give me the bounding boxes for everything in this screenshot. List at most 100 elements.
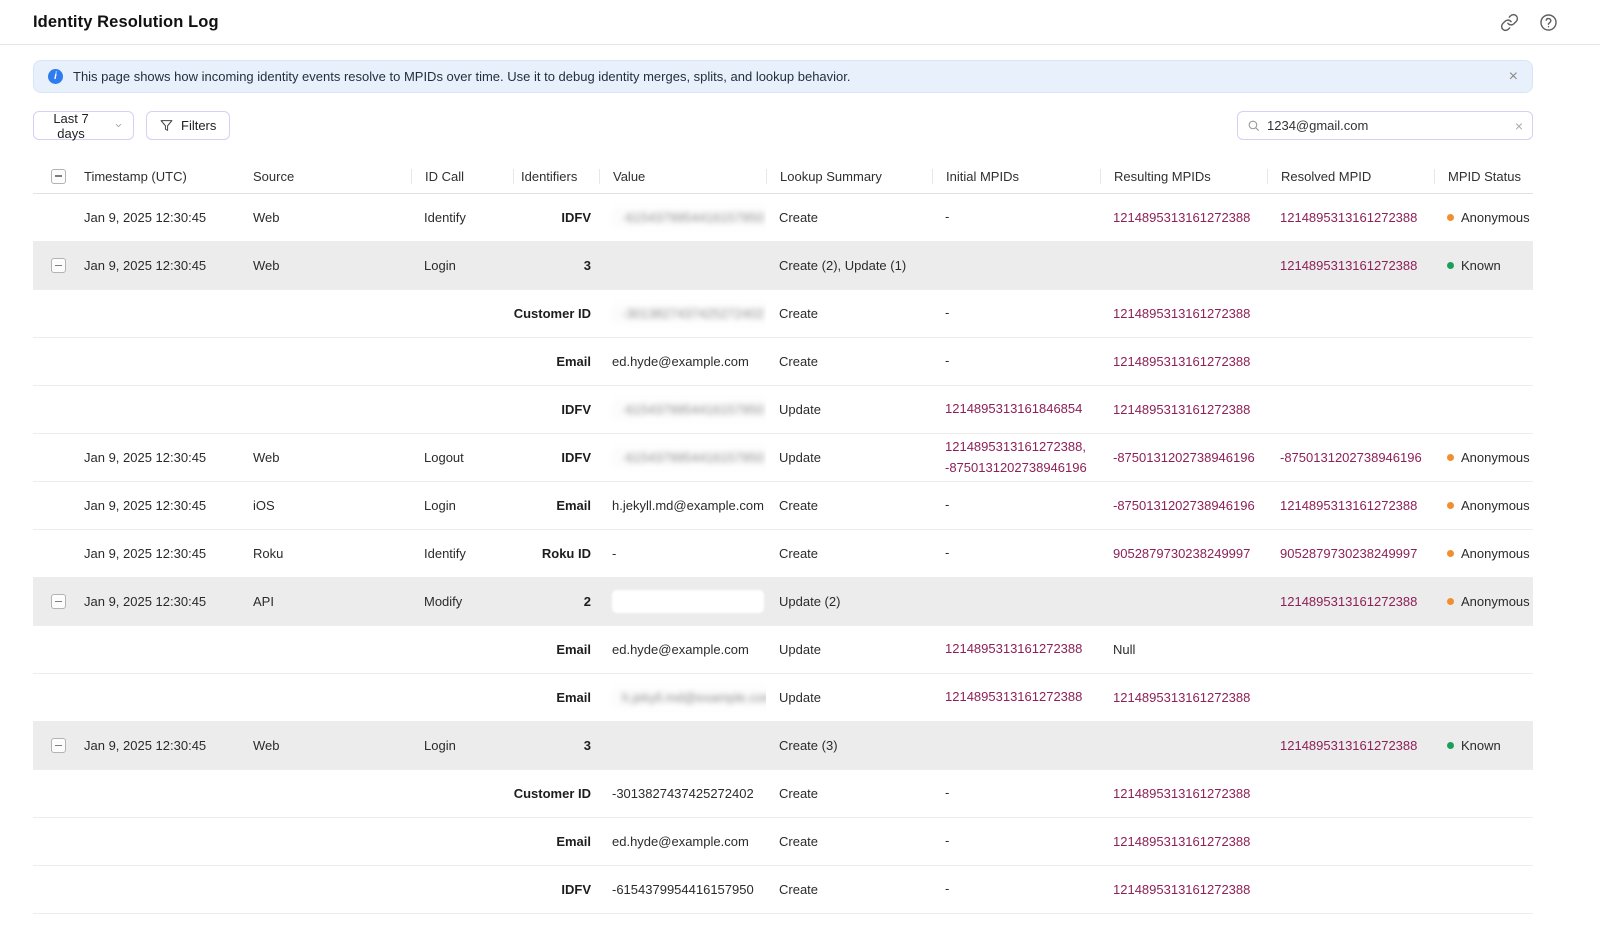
id-call-cell (411, 818, 513, 865)
identifier-cell: Email (556, 834, 591, 849)
table-child-row: Email ed.hyde@example.com Create - 121489531… (33, 338, 1533, 386)
status-label: Anonymous (1461, 450, 1530, 465)
lookup-summary-cell: Create (2), Update (1) (779, 258, 907, 273)
lookup-summary-cell: Update (779, 450, 821, 465)
column-header-identifiers: Identifiers (513, 168, 599, 184)
mpid-link[interactable]: -8750131202738946196 (945, 459, 1087, 475)
link-icon[interactable] (1500, 13, 1519, 32)
info-icon: i (48, 69, 63, 84)
row-collapse-cell (33, 242, 83, 289)
mpid-link[interactable]: 1214895313161272388, (945, 439, 1086, 455)
mpid-link[interactable]: 1214895313161272388 (1280, 498, 1418, 513)
value-text: -6154379954416157950 (612, 882, 754, 897)
mpid-link[interactable]: 1214895313161272388 (1280, 738, 1418, 753)
collapse-row-icon[interactable] (50, 258, 66, 273)
column-header-id-call: ID Call (411, 168, 513, 184)
lookup-summary-cell: Create (779, 210, 819, 225)
source-cell: Web (253, 258, 280, 273)
minus-glyph (54, 264, 62, 267)
id-call-cell (411, 338, 513, 385)
mpid-link[interactable]: 9052879730238249997 (1280, 546, 1418, 561)
row-collapse-cell (33, 482, 83, 529)
source-cell: Web (253, 450, 280, 465)
initial-mpids-cell: - (932, 338, 1100, 385)
initial-mpids-cell: - (932, 770, 1100, 817)
date-range-select[interactable]: Last 7 days (33, 111, 134, 141)
value-text: -6154379954416157950 (612, 207, 766, 228)
filters-button[interactable]: Filters (146, 111, 231, 140)
resulting-mpids-cell: 1214895313161272388 (1100, 770, 1267, 817)
banner-text: This page shows how incoming identity ev… (73, 69, 851, 84)
mpid-link[interactable]: 9052879730238249997 (1113, 546, 1251, 561)
resolved-mpid-cell (1267, 770, 1434, 817)
value-cell: -6154379954416157950 (599, 194, 766, 241)
timestamp-cell (83, 770, 252, 817)
lookup-summary-cell: Create (779, 546, 819, 561)
mpid-link[interactable]: 1214895313161846854 (945, 401, 1083, 417)
minus-glyph (54, 600, 62, 603)
value-text: ed.hyde@example.com (612, 642, 749, 657)
value-cell: -3013827437425272402 (599, 770, 766, 817)
initial-mpids-cell: - (932, 482, 1100, 529)
mpid-link[interactable]: -8750131202738946196 (1113, 450, 1255, 465)
mpid-status-cell (1434, 290, 1533, 337)
column-header-resolved-mpid: Resolved MPID (1267, 168, 1434, 184)
search-input[interactable] (1267, 118, 1506, 133)
row-collapse-cell (33, 866, 83, 913)
table-child-row: Email h.jekyll.md@example.com Update 121489… (33, 674, 1533, 722)
mpid-status-cell (1434, 626, 1533, 673)
source-cell: Web (253, 210, 280, 225)
lookup-summary-cell: Create (779, 834, 819, 849)
resulting-mpids-cell: 1214895313161272388 (1100, 386, 1267, 433)
source-cell (252, 674, 411, 721)
mpid-link[interactable]: 1214895313161272388 (1280, 594, 1418, 609)
status-label: Anonymous (1461, 210, 1530, 225)
resulting-mpids-cell: -8750131202738946196 (1100, 434, 1267, 481)
collapse-all-icon[interactable] (50, 168, 66, 184)
collapse-row-icon[interactable] (50, 738, 66, 753)
clear-search-icon[interactable]: × (1514, 118, 1523, 134)
initial-mpid-value: - (945, 209, 950, 225)
timestamp-cell: Jan 9, 2025 12:30:45 (84, 546, 207, 561)
mpid-link[interactable]: 1214895313161272388 (1280, 258, 1418, 273)
mpid-link[interactable]: 1214895313161272388 (1113, 690, 1251, 705)
value-text: h.jekyll.md@example.com (612, 498, 764, 513)
mpid-link[interactable]: 1214895313161272388 (1113, 834, 1251, 849)
mpid-link[interactable]: -8750131202738946196 (1113, 498, 1255, 513)
mpid-link[interactable]: -8750131202738946196 (1280, 450, 1422, 465)
initial-mpids-cell: 1214895313161272388, -8750131202738946196 (932, 434, 1100, 481)
value-text: ed.hyde@example.com (612, 834, 749, 849)
mpid-status-cell: Known (1434, 242, 1533, 289)
table-header-row: Timestamp (UTC) Source ID Call Identifiers V… (33, 159, 1533, 194)
value-cell (599, 578, 766, 625)
row-collapse-cell (33, 194, 83, 241)
banner-close-icon[interactable]: × (1508, 67, 1518, 85)
resulting-mpids-cell: -8750131202738946196 (1100, 482, 1267, 529)
help-icon[interactable] (1539, 13, 1558, 32)
identifier-cell: Customer ID (513, 786, 591, 801)
table-single-row: Jan 9, 2025 12:30:45 Web Identify IDFV -6154… (33, 194, 1533, 242)
collapse-row-icon[interactable] (50, 594, 66, 609)
id-call-cell (411, 386, 513, 433)
id-call-cell (411, 770, 513, 817)
table-child-row: Email ed.hyde@example.com Create - 121489531… (33, 818, 1533, 866)
column-label: Identifiers (521, 168, 578, 184)
mpid-link[interactable]: 1214895313161272388 (945, 641, 1083, 657)
identifier-cell: IDFV (561, 402, 591, 417)
mpid-link[interactable]: 1214895313161272388 (1113, 402, 1251, 417)
column-label: Timestamp (UTC) (84, 168, 187, 184)
column-label: Resulting MPIDs (1114, 168, 1211, 184)
lookup-summary-cell: Update (779, 402, 821, 417)
mpid-link[interactable]: 1214895313161272388 (1113, 882, 1251, 897)
mpid-link[interactable]: 1214895313161272388 (1113, 786, 1251, 801)
resolved-mpid-cell: 1214895313161272388 (1267, 722, 1434, 769)
mpid-link[interactable]: 1214895313161272388 (1113, 210, 1251, 225)
mpid-link[interactable]: 1214895313161272388 (1280, 210, 1418, 225)
mpid-link[interactable]: 1214895313161272388 (945, 689, 1083, 705)
row-collapse-cell (33, 818, 83, 865)
id-call-cell: Identify (424, 546, 466, 561)
mpid-link[interactable]: 1214895313161272388 (1113, 306, 1251, 321)
value-cell: h.jekyll.md@example.com (599, 482, 766, 529)
value-cell: -6154379954416157950 (599, 386, 766, 433)
mpid-link[interactable]: 1214895313161272388 (1113, 354, 1251, 369)
